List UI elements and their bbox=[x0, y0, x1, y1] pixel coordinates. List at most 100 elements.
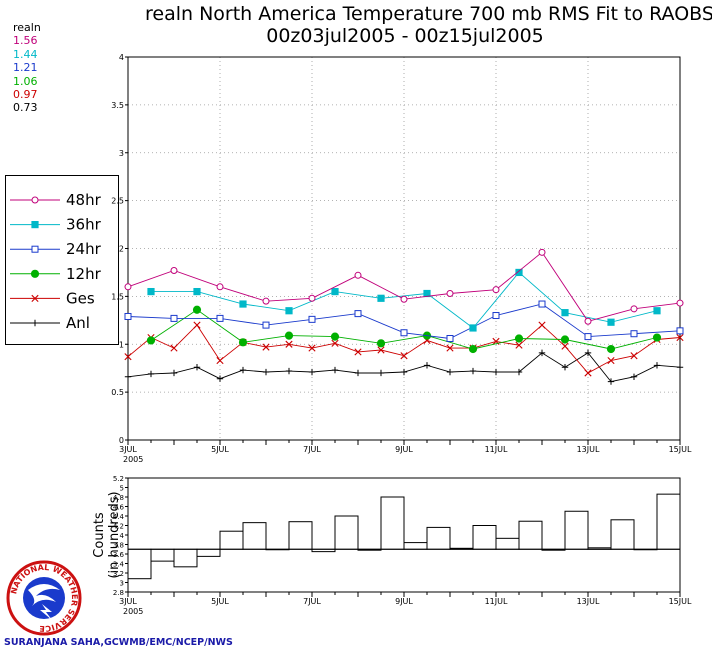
data-point bbox=[308, 294, 316, 302]
x-tick-label: 13JUL bbox=[577, 445, 600, 454]
count-bar bbox=[403, 542, 428, 550]
data-point bbox=[584, 317, 592, 325]
data-point bbox=[170, 314, 178, 322]
data-point bbox=[561, 364, 569, 371]
data-point bbox=[170, 344, 178, 352]
x-tick-label: 11JUL bbox=[485, 445, 508, 454]
legend-label: Ges bbox=[66, 289, 95, 307]
data-point bbox=[262, 368, 270, 376]
series-line bbox=[127, 251, 681, 322]
data-point bbox=[653, 362, 661, 369]
count-bar bbox=[495, 537, 520, 550]
data-point bbox=[193, 287, 201, 296]
legend bbox=[5, 175, 119, 345]
stats-value: 0.97 bbox=[13, 88, 38, 102]
y-axis-label: Counts (in hundreds) bbox=[92, 491, 122, 578]
data-point bbox=[238, 338, 248, 347]
counts-bar-chart: 2.83 3.23.4 3.63.8 44.2 4.44.6 4.85 5.2 3JUL 5JU… bbox=[92, 475, 692, 616]
data-point bbox=[239, 300, 247, 308]
data-point bbox=[192, 305, 202, 314]
legend-label: 24hr bbox=[66, 240, 102, 258]
data-point bbox=[377, 369, 385, 377]
data-point bbox=[630, 373, 638, 381]
data-point bbox=[538, 248, 546, 256]
chart-subtitle: 00z03jul2005 - 00z15jul2005 bbox=[266, 25, 544, 47]
x-tick-label: 5JUL bbox=[211, 445, 229, 454]
data-point bbox=[216, 356, 224, 365]
data-point bbox=[331, 366, 339, 374]
data-point bbox=[538, 300, 546, 308]
data-point bbox=[653, 307, 661, 315]
x-tick-label: 7JUL bbox=[303, 445, 321, 454]
data-point bbox=[584, 333, 592, 341]
data-point bbox=[308, 344, 316, 352]
data-point bbox=[262, 343, 270, 351]
legend-label: 48hr bbox=[66, 191, 102, 209]
data-point bbox=[239, 366, 247, 374]
series-Anl bbox=[124, 349, 684, 385]
data-point bbox=[284, 331, 294, 340]
legend-label: Anl bbox=[66, 314, 90, 332]
data-point bbox=[676, 364, 684, 371]
chart-title: realn North America Temperature 700 mb R… bbox=[145, 3, 712, 25]
x-tick-label: 3JUL bbox=[119, 445, 137, 454]
y-tick-label: 5 bbox=[120, 485, 124, 493]
data-point bbox=[193, 364, 201, 371]
data-point bbox=[124, 312, 132, 320]
y-tick-label: 0.5 bbox=[111, 388, 124, 397]
stats-value: 0.73 bbox=[13, 101, 38, 115]
data-point bbox=[515, 268, 523, 277]
x-tick-label: 15JUL bbox=[669, 597, 692, 606]
series-12hr bbox=[146, 305, 662, 354]
data-point bbox=[308, 315, 316, 323]
y-tick-label: 2 bbox=[119, 245, 124, 254]
count-bar bbox=[242, 522, 267, 550]
y-tick-label: 4.6 bbox=[113, 504, 125, 512]
data-point bbox=[630, 305, 638, 313]
data-point bbox=[676, 327, 684, 335]
data-point bbox=[124, 373, 132, 381]
series-24hr bbox=[124, 300, 684, 343]
data-point bbox=[31, 245, 39, 253]
count-bar bbox=[564, 510, 589, 550]
y-tick-label: 4 bbox=[119, 53, 124, 62]
data-point bbox=[515, 341, 523, 349]
count-bar bbox=[334, 515, 359, 550]
stats-value: 1.56 bbox=[13, 34, 38, 48]
data-point bbox=[469, 367, 477, 375]
data-point bbox=[468, 344, 478, 354]
data-point bbox=[193, 321, 201, 329]
data-point bbox=[377, 346, 385, 354]
data-point bbox=[377, 294, 385, 302]
data-point bbox=[170, 369, 178, 377]
data-point bbox=[354, 348, 362, 356]
data-point bbox=[607, 356, 615, 365]
legend-entries: 48hr 36hr 24hr 12hr Ges Anl bbox=[10, 191, 102, 332]
data-point bbox=[561, 309, 569, 317]
legend-label: 36hr bbox=[66, 216, 102, 234]
data-point bbox=[469, 324, 477, 332]
count-bar bbox=[610, 519, 635, 550]
y-tick-label: 2.5 bbox=[111, 197, 124, 206]
nws-logo-icon: NATIONAL WEATHER SERVICE bbox=[6, 560, 82, 636]
data-point bbox=[147, 370, 155, 378]
y-tick-label: 3.4 bbox=[113, 561, 125, 569]
y-tick-label: 3.8 bbox=[113, 542, 124, 550]
data-point bbox=[515, 368, 523, 376]
data-point bbox=[31, 294, 39, 302]
data-point bbox=[262, 297, 270, 305]
data-point bbox=[31, 196, 39, 204]
y-tick-label: 2.8 bbox=[113, 589, 124, 597]
count-bar bbox=[380, 496, 405, 550]
count-bar bbox=[518, 520, 543, 550]
data-point bbox=[630, 330, 638, 338]
stats-value: 1.21 bbox=[13, 61, 38, 75]
x-tick-label: 13JUL bbox=[577, 597, 600, 606]
y-tick-label: 3.2 bbox=[113, 570, 124, 578]
data-point bbox=[170, 267, 178, 275]
y-tick-label: 4 bbox=[120, 532, 125, 540]
data-point bbox=[30, 269, 40, 278]
data-point bbox=[400, 295, 408, 303]
data-point bbox=[446, 368, 454, 376]
stats-value: 1.06 bbox=[13, 74, 38, 88]
